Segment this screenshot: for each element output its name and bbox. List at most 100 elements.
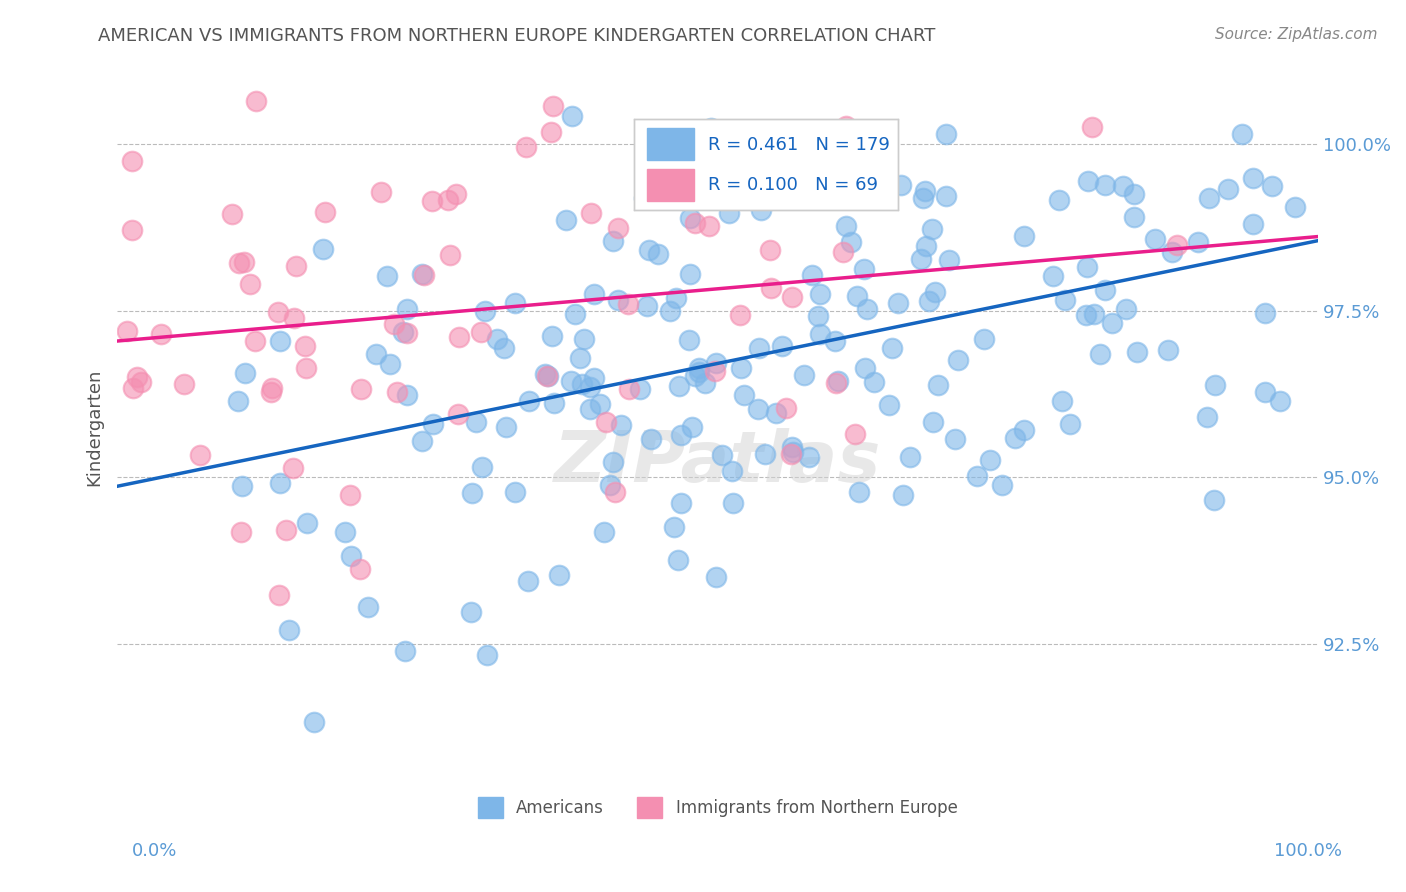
Americans	[503, 296, 526, 310]
Americans	[357, 600, 380, 615]
Americans	[474, 304, 496, 318]
Americans	[495, 420, 517, 434]
Americans	[1094, 283, 1116, 297]
Americans	[1122, 210, 1144, 224]
Americans	[915, 239, 938, 253]
Immigrants from Northern Europe	[606, 221, 628, 235]
Immigrants from Northern Europe	[695, 143, 717, 157]
Americans	[1050, 393, 1073, 408]
Americans	[335, 525, 357, 540]
Americans	[599, 478, 621, 492]
Americans	[853, 360, 876, 375]
Americans	[579, 402, 602, 417]
Americans	[602, 455, 624, 469]
Americans	[269, 475, 291, 490]
Americans	[1074, 309, 1097, 323]
Immigrants from Northern Europe	[1080, 120, 1102, 134]
Americans	[681, 420, 703, 434]
Americans	[733, 388, 755, 402]
Americans	[394, 644, 416, 658]
Americans	[924, 285, 946, 299]
Americans	[574, 332, 596, 346]
Americans	[460, 605, 482, 619]
Immigrants from Northern Europe	[231, 525, 253, 540]
Americans	[582, 371, 605, 385]
Americans	[862, 375, 884, 389]
Americans	[1012, 229, 1035, 244]
Immigrants from Northern Europe	[349, 562, 371, 576]
Immigrants from Northern Europe	[295, 361, 318, 376]
Americans	[1197, 409, 1219, 424]
Americans	[312, 242, 335, 256]
Immigrants from Northern Europe	[285, 260, 308, 274]
Immigrants from Northern Europe	[339, 488, 361, 502]
Immigrants from Northern Europe	[239, 277, 262, 291]
Americans	[1230, 128, 1253, 142]
Immigrants from Northern Europe	[281, 461, 304, 475]
Americans	[628, 382, 651, 396]
Immigrants from Northern Europe	[122, 381, 145, 395]
Americans	[671, 143, 693, 157]
Americans	[793, 368, 815, 383]
Immigrants from Northern Europe	[276, 523, 298, 537]
Americans	[503, 484, 526, 499]
Immigrants from Northern Europe	[595, 415, 617, 429]
Americans	[797, 450, 820, 464]
Americans	[1241, 171, 1264, 186]
Americans	[647, 247, 669, 261]
Y-axis label: Kindergarten: Kindergarten	[86, 368, 103, 486]
Americans	[391, 325, 413, 339]
Americans	[1077, 173, 1099, 187]
Americans	[855, 301, 877, 316]
Americans	[485, 332, 508, 346]
Americans	[870, 179, 893, 194]
Americans	[748, 341, 770, 355]
Americans	[564, 307, 586, 321]
Americans	[973, 332, 995, 346]
Americans	[578, 380, 600, 394]
Americans	[668, 379, 690, 393]
Americans	[807, 309, 830, 323]
Americans	[1218, 181, 1240, 195]
Americans	[754, 447, 776, 461]
Americans	[893, 488, 915, 502]
Americans	[935, 127, 957, 141]
Americans	[471, 459, 494, 474]
Immigrants from Northern Europe	[730, 308, 752, 322]
Americans	[1115, 302, 1137, 317]
Immigrants from Northern Europe	[779, 447, 801, 461]
Americans	[1004, 431, 1026, 445]
Americans	[1042, 269, 1064, 284]
Immigrants from Northern Europe	[173, 377, 195, 392]
Americans	[669, 428, 692, 442]
Immigrants from Northern Europe	[439, 248, 461, 262]
Americans	[662, 520, 685, 534]
Americans	[1101, 316, 1123, 330]
Immigrants from Northern Europe	[617, 382, 640, 396]
Americans	[730, 361, 752, 376]
Americans	[1076, 260, 1098, 274]
Americans	[922, 415, 945, 429]
Americans	[637, 243, 659, 257]
Americans	[1014, 423, 1036, 437]
Americans	[683, 369, 706, 384]
Immigrants from Northern Europe	[283, 310, 305, 325]
Americans	[1241, 218, 1264, 232]
Americans	[396, 387, 419, 401]
Americans	[912, 191, 935, 205]
Americans	[1284, 200, 1306, 214]
Immigrants from Northern Europe	[824, 376, 846, 390]
Americans	[979, 452, 1001, 467]
Americans	[517, 393, 540, 408]
Immigrants from Northern Europe	[444, 187, 467, 202]
Immigrants from Northern Europe	[188, 448, 211, 462]
Americans	[571, 377, 593, 392]
Americans	[537, 369, 560, 384]
Americans	[589, 397, 612, 411]
Americans	[534, 368, 557, 382]
Americans	[808, 286, 831, 301]
Immigrants from Northern Europe	[697, 219, 720, 234]
Americans	[364, 347, 387, 361]
Americans	[461, 486, 484, 500]
Immigrants from Northern Europe	[350, 382, 373, 396]
